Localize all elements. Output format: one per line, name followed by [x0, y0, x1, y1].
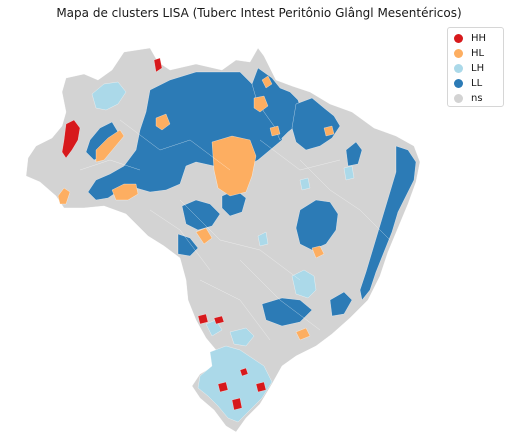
region-hh-ms-1 [197, 313, 209, 325]
map-legend: HH HL LH LL ns [447, 27, 504, 107]
region-hl-bahia [311, 245, 325, 259]
region-lh-goias [257, 231, 269, 247]
legend-label-ll: LL [471, 78, 483, 89]
legend-label-lh: LH [471, 63, 485, 74]
legend-marker-lh [454, 64, 463, 73]
region-hl-central [211, 135, 257, 197]
legend-item-hh: HH [454, 31, 503, 46]
region-hh-north [153, 57, 163, 73]
region-hl-goias [195, 227, 213, 245]
region-hl-west [95, 129, 125, 163]
legend-item-hl: HL [454, 46, 503, 61]
region-ll-ms [177, 233, 199, 257]
legend-marker-ns [454, 94, 463, 103]
region-lh-parana [229, 327, 255, 347]
region-ll-ne-coast [359, 145, 417, 301]
region-hl-north-1 [155, 113, 171, 131]
region-hl-sw [111, 183, 139, 201]
region-lh-ms [205, 319, 223, 337]
region-hh-rs-3 [255, 381, 267, 393]
region-lh-bahia [343, 165, 355, 181]
legend-item-ll: LL [454, 76, 503, 91]
legend-marker-ll [454, 79, 463, 88]
municipality-boundaries [79, 119, 391, 341]
legend-label-hh: HH [471, 33, 487, 44]
region-hh-rs-1 [217, 381, 229, 393]
region-hl-rj [295, 327, 311, 341]
legend-marker-hh [454, 34, 463, 43]
region-lh-mg [291, 269, 317, 299]
region-lh-roraima [91, 81, 127, 111]
region-hh-acre [61, 119, 81, 159]
legend-marker-hl [454, 49, 463, 58]
region-ll-mt [181, 199, 221, 231]
legend-label-ns: ns [471, 93, 483, 104]
region-hh-rs-2 [231, 397, 243, 411]
region-ll-bahia [295, 199, 339, 251]
legend-item-ns: ns [454, 91, 503, 106]
region-hh-sc [239, 367, 249, 377]
region-hl-north-3 [261, 75, 273, 89]
region-hl-north-2 [253, 95, 269, 113]
region-ll-sp [261, 297, 313, 327]
region-ll-mg-coast [329, 291, 353, 317]
legend-item-lh: LH [454, 61, 503, 76]
region-hl-maranhao [323, 125, 335, 137]
map-title: Mapa de clusters LISA (Tuberc Intest Per… [56, 6, 462, 20]
region-lh-pi [299, 177, 311, 191]
region-lh-south [197, 345, 273, 423]
legend-label-hl: HL [471, 48, 485, 59]
region-hh-ms-2 [213, 315, 225, 325]
region-ll-piaui [345, 141, 363, 167]
region-ll-maranhao [291, 97, 341, 151]
region-hl-north-4 [269, 125, 281, 137]
region-hl-acre [57, 187, 71, 205]
